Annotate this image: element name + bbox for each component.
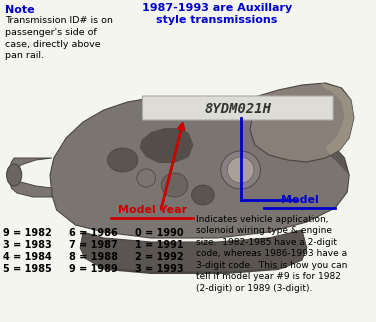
Polygon shape xyxy=(80,230,307,272)
Polygon shape xyxy=(174,97,349,175)
Polygon shape xyxy=(250,83,354,162)
Polygon shape xyxy=(50,97,349,238)
Ellipse shape xyxy=(227,157,254,183)
Text: Model: Model xyxy=(281,195,319,205)
Text: 4 = 1984: 4 = 1984 xyxy=(3,252,52,262)
Text: 9 = 1982: 9 = 1982 xyxy=(3,228,52,238)
Text: 5 = 1985: 5 = 1985 xyxy=(3,264,52,274)
Ellipse shape xyxy=(137,169,156,187)
Text: Model Year: Model Year xyxy=(118,205,188,215)
Text: 2 = 1992: 2 = 1992 xyxy=(135,252,183,262)
Text: 0 = 1990: 0 = 1990 xyxy=(135,228,183,238)
Text: 8 = 1988: 8 = 1988 xyxy=(69,252,118,262)
Ellipse shape xyxy=(221,151,261,189)
Polygon shape xyxy=(321,83,354,155)
Text: Note: Note xyxy=(5,5,34,15)
Polygon shape xyxy=(102,268,283,274)
Text: Transmission ID# is on
passenger's side of
case, directly above
pan rail.: Transmission ID# is on passenger's side … xyxy=(5,16,112,61)
Text: 3 = 1983: 3 = 1983 xyxy=(3,240,52,250)
Text: 3 = 1993: 3 = 1993 xyxy=(135,264,183,274)
Ellipse shape xyxy=(108,148,138,172)
FancyBboxPatch shape xyxy=(143,96,333,120)
Text: Indicates vehicle application,
solenoid wiring type & engine
size.  1982-1985 ha: Indicates vehicle application, solenoid … xyxy=(196,215,348,293)
Ellipse shape xyxy=(191,185,214,205)
Polygon shape xyxy=(9,158,52,197)
Text: 1987-1993 are Auxillary
style transmissions: 1987-1993 are Auxillary style transmissi… xyxy=(142,3,292,25)
Text: 1 = 1991: 1 = 1991 xyxy=(135,240,183,250)
Text: 8YDM021H: 8YDM021H xyxy=(204,102,271,116)
Ellipse shape xyxy=(7,164,22,186)
Text: 9 = 1989: 9 = 1989 xyxy=(69,264,118,274)
Text: 6 = 1986: 6 = 1986 xyxy=(69,228,118,238)
Polygon shape xyxy=(139,128,194,163)
Text: 7 = 1987: 7 = 1987 xyxy=(69,240,118,250)
Ellipse shape xyxy=(161,173,188,197)
